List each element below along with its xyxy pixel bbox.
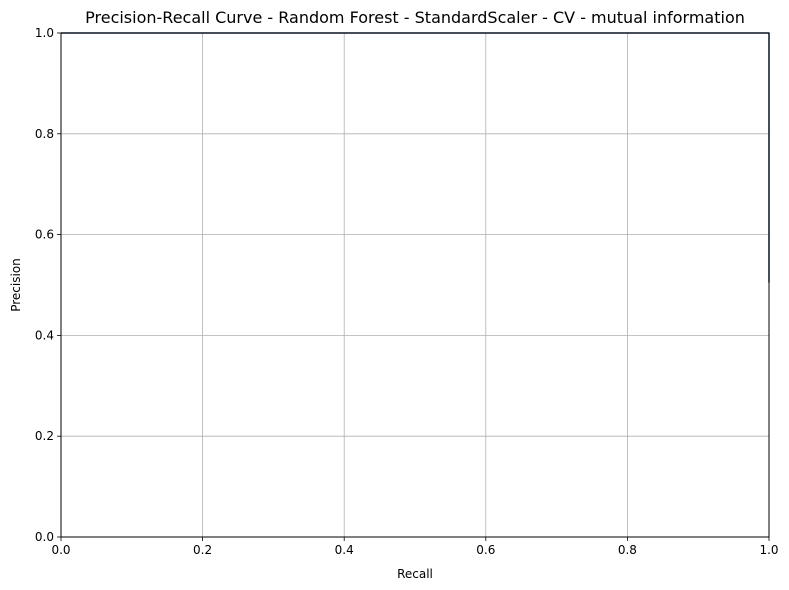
x-axis-label: Recall [397,567,433,581]
chart-title: Precision-Recall Curve - Random Forest -… [85,8,745,27]
x-tick-label: 0.6 [476,543,495,557]
x-tick-label: 0.4 [335,543,354,557]
series-layer [61,32,770,283]
grid-lines [60,32,770,538]
y-tick-label: 0.4 [35,328,54,342]
plot-area-frame [60,32,770,538]
y-axis-label: Precision [9,258,23,312]
y-tick-label: 0.6 [35,228,54,242]
x-tick-label: 0.8 [618,543,637,557]
y-axis-ticks: 0.0 0.2 0.4 0.6 0.8 1.0 [35,26,61,544]
x-tick-label: 1.0 [759,543,778,557]
precision-recall-line [61,32,770,283]
y-tick-label: 0.2 [35,429,54,443]
x-tick-label: 0.0 [51,543,70,557]
y-tick-label: 0.0 [35,530,54,544]
x-tick-label: 0.2 [193,543,212,557]
y-tick-label: 1.0 [35,26,54,40]
y-tick-label: 0.8 [35,127,54,141]
x-axis-ticks: 0.0 0.2 0.4 0.6 0.8 1.0 [51,537,779,557]
